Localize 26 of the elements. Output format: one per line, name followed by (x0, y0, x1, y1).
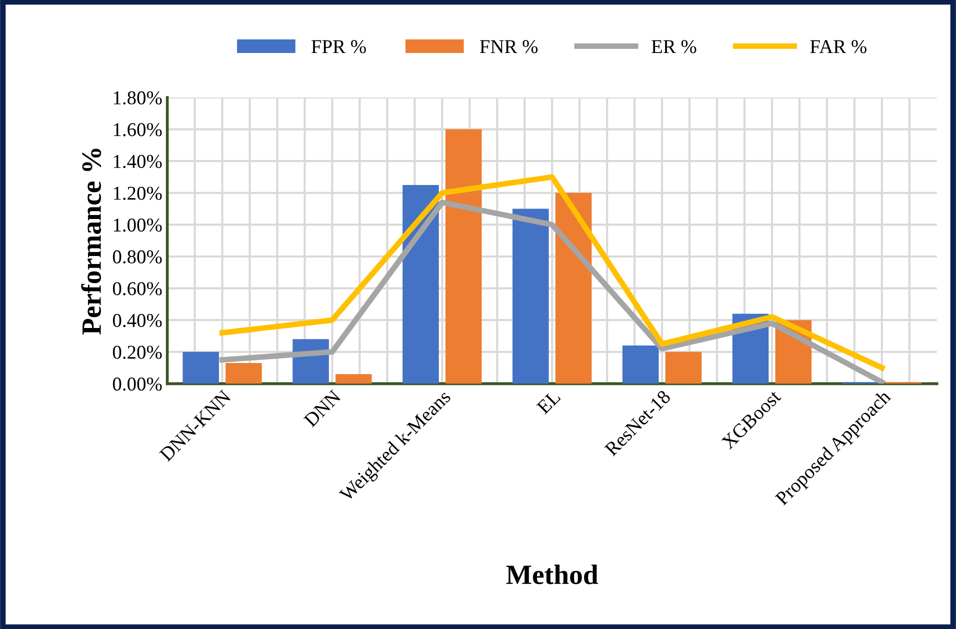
bar (512, 208, 549, 384)
bar (665, 352, 702, 384)
y-tick-label: 0.20% (112, 346, 162, 359)
legend-label: FPR % (311, 40, 366, 54)
bar (336, 374, 372, 384)
bar (445, 129, 482, 384)
x-axis-title: Method (506, 564, 598, 584)
y-tick-label: 0.80% (112, 250, 162, 264)
y-tick-label: 1.60% (114, 123, 162, 136)
y-tick-label: 1.40% (114, 154, 162, 168)
legend-label: ER % (652, 40, 696, 54)
y-axis-title: Performance % (81, 148, 102, 335)
y-tick-label: 1.20% (114, 186, 162, 200)
y-tick-label: 0.40% (112, 314, 162, 328)
y-tick-label: 1.80% (114, 91, 162, 105)
bar (182, 352, 219, 384)
bar (622, 346, 659, 384)
bar (402, 184, 439, 384)
y-tick-label: 0.60% (112, 282, 162, 296)
bar (226, 363, 262, 384)
legend-label: FNR % (480, 40, 538, 54)
legend-label: FAR % (810, 40, 866, 54)
y-tick-label: 0.00% (112, 378, 162, 391)
x-tick-label: EL (536, 390, 561, 414)
bar (555, 192, 592, 384)
y-tick-label: 1.00% (114, 218, 162, 232)
